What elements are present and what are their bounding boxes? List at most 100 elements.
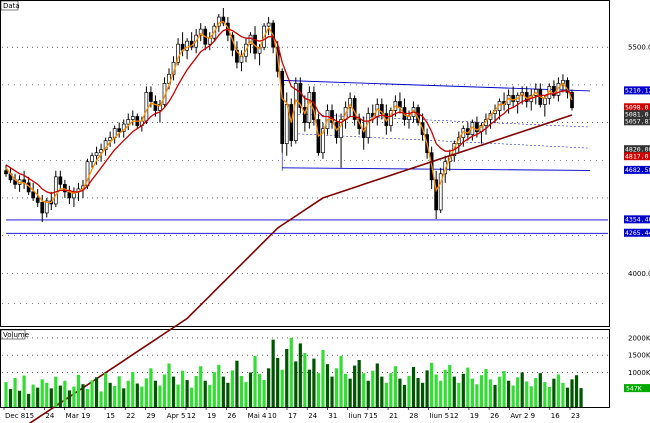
- volume-bar-95: [434, 374, 438, 407]
- volume-bar-56: [257, 373, 262, 407]
- candle-body-112: [511, 95, 515, 102]
- x-tick-label-9: 12: [187, 412, 196, 420]
- price-tag-box-2: [624, 110, 650, 119]
- candle-body-95: [434, 179, 439, 211]
- volume-bar-20: [94, 377, 99, 407]
- volume-bar-106: [484, 369, 488, 407]
- x-tick-label-19: 21: [389, 412, 398, 420]
- volume-bar-110: [502, 371, 506, 407]
- volume-bar-19: [90, 380, 94, 407]
- candle-body-13: [63, 183, 67, 193]
- x-tick-label-2: 24: [45, 412, 54, 420]
- volume-bar-10: [49, 388, 53, 407]
- volume-bar-115: [525, 381, 529, 407]
- candle-body-100: [456, 137, 461, 145]
- volume-bar-25: [117, 376, 121, 407]
- volume-bar-32: [149, 368, 153, 407]
- volume-bar-127: [579, 388, 583, 407]
- volume-bar-99: [452, 376, 456, 407]
- price-tag-label-5: 4817.0: [625, 152, 649, 160]
- x-tick-label-23: 19: [470, 412, 479, 420]
- price-tag-box-0: [624, 86, 650, 95]
- volume-bar-79: [362, 373, 366, 407]
- volume-bar-54: [248, 372, 253, 407]
- volume-bar-61: [280, 369, 284, 407]
- price-tag-box-6: [624, 165, 650, 174]
- volume-bar-98: [448, 364, 452, 407]
- x-tick-label-22: 12: [450, 412, 459, 420]
- volume-bar-66: [303, 353, 307, 407]
- volume-bar-69: [316, 373, 321, 407]
- volume-bar-33: [153, 380, 158, 407]
- price-tag-label-7: 4354.4800: [625, 216, 650, 224]
- volume-bar-67: [307, 369, 311, 407]
- candle-body-8: [40, 202, 45, 214]
- price-tag-label-0: 5210.1216: [625, 87, 650, 95]
- volume-bar-101: [461, 373, 465, 407]
- volume-bar-52: [239, 375, 244, 407]
- volume-bar-41: [190, 387, 194, 407]
- volume-bar-70: [321, 350, 325, 407]
- x-tick-label-26: 9: [531, 412, 535, 420]
- x-tick-label-6: 22: [126, 412, 135, 420]
- volume-last-tag-label: 547K: [626, 385, 642, 393]
- volume-bar-29: [135, 383, 139, 407]
- channel-mid-line-0: [282, 113, 591, 128]
- volume-bar-80: [366, 380, 370, 407]
- volume-bar-5: [27, 393, 31, 407]
- volume-bar-31: [144, 378, 148, 407]
- volume-bar-39: [180, 370, 185, 407]
- volume-bar-125: [570, 379, 574, 407]
- x-tick-label-27: 16: [551, 412, 560, 420]
- volume-bar-4: [22, 375, 26, 407]
- volume-bar-64: [294, 361, 298, 407]
- price-tick-label-3: 5500.00: [628, 44, 650, 52]
- price-tag-box-5: [624, 152, 650, 161]
- volume-bar-124: [565, 387, 570, 407]
- volume-bar-103: [470, 378, 474, 407]
- candle-body-45: [207, 37, 212, 45]
- volume-bar-43: [199, 366, 203, 407]
- volume-bar-60: [276, 357, 280, 407]
- candle-body-25: [117, 128, 122, 132]
- volume-bar-68: [312, 358, 316, 407]
- volume-bar-77: [353, 365, 357, 407]
- volume-bar-97: [443, 369, 447, 407]
- x-tick-label-15: 24: [308, 412, 317, 420]
- candle-body-31: [144, 92, 149, 122]
- volume-bar-112: [511, 385, 515, 407]
- volume-bar-37: [171, 376, 176, 407]
- volume-bar-89: [407, 375, 411, 407]
- volume-bar-11: [54, 376, 58, 407]
- volume-bar-121: [552, 378, 556, 407]
- volume-bar-0: [4, 382, 8, 407]
- volume-bar-9: [45, 382, 49, 407]
- volume-bar-38: [176, 384, 180, 407]
- volume-bar-17: [81, 384, 85, 407]
- volume-bar-12: [58, 385, 62, 407]
- volume-bar-34: [158, 385, 162, 407]
- candle-body-28: [130, 116, 135, 120]
- volume-bar-49: [226, 382, 230, 407]
- candle-body-7: [35, 197, 40, 203]
- volume-bar-24: [113, 385, 117, 407]
- volume-bar-109: [497, 376, 502, 407]
- price-tag-label-1: 5098.0: [625, 104, 649, 112]
- volume-bar-3: [17, 390, 22, 407]
- volume-bar-40: [185, 380, 189, 407]
- volume-bar-84: [384, 382, 388, 407]
- volume-bar-14: [67, 390, 71, 407]
- volume-bar-42: [194, 375, 198, 407]
- volume-bar-30: [140, 386, 144, 407]
- candle-body-34: [158, 104, 162, 111]
- volume-bar-28: [131, 372, 135, 407]
- candle-body-76: [348, 98, 352, 108]
- candle-body-12: [58, 176, 63, 185]
- volume-bar-100: [457, 382, 461, 407]
- candle-body-61: [280, 70, 285, 145]
- volume-bar-91: [416, 377, 420, 407]
- volume-bar-7: [36, 387, 40, 407]
- candle-body-23: [108, 137, 112, 141]
- volume-bar-8: [40, 379, 44, 407]
- candle-body-48: [221, 16, 226, 24]
